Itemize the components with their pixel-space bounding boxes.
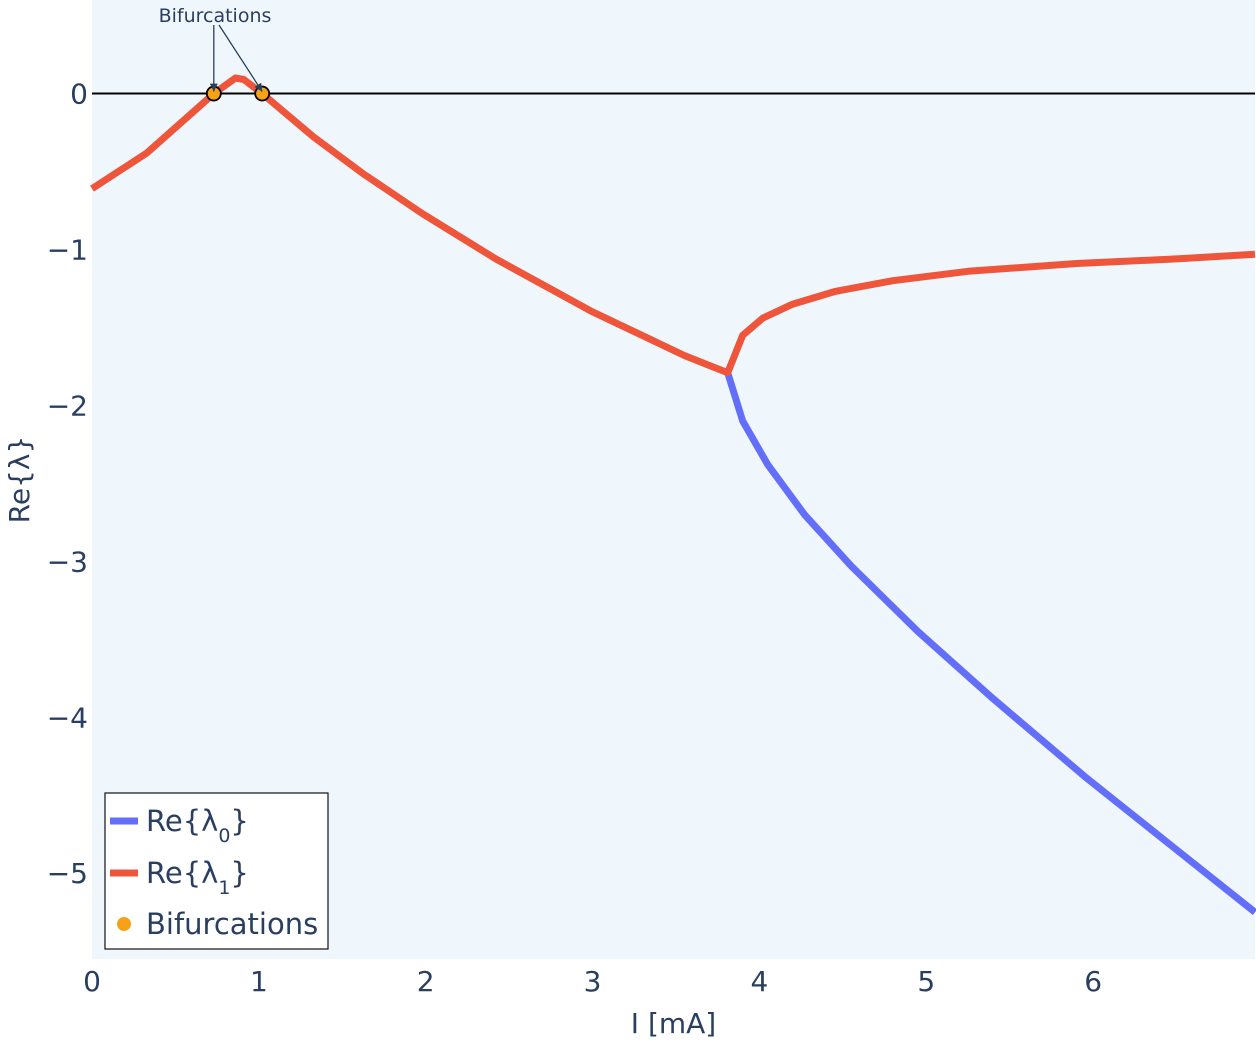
y-tick-label: 0 (70, 78, 88, 111)
series-line-re-lambda-0 (724, 371, 1256, 915)
legend-label-re-lambda-0: Re{λ0} (146, 804, 249, 847)
x-tick-label: 2 (417, 965, 435, 998)
bifurcation-marker-1 (254, 85, 271, 102)
x-tick-label: 3 (584, 965, 602, 998)
legend: Re{λ0} Re{λ1} Bifurcations (104, 792, 329, 950)
y-axis-title: Re{λ} (3, 436, 36, 524)
y-tick-label: −2 (47, 389, 88, 422)
x-tick-label: 4 (751, 965, 769, 998)
annotation-label: Bifurcations (159, 5, 272, 27)
annotation-arrowhead-1 (254, 82, 263, 92)
y-tick-label: −1 (47, 233, 88, 266)
legend-swatch-bifurcations (117, 917, 131, 931)
x-tick-label: 5 (917, 965, 935, 998)
y-tick-label: −4 (47, 701, 88, 734)
x-tick-label: 1 (250, 965, 268, 998)
annotation-arrow-1 (218, 24, 263, 92)
x-tick-label: 6 (1084, 965, 1102, 998)
annotation-arrowhead-0 (209, 83, 218, 92)
series-line-re-lambda-1 (90, 74, 1256, 377)
x-tick-label: 0 (83, 965, 101, 998)
x-axis-title: I [mA] (631, 1007, 716, 1040)
y-tick-label: −3 (47, 545, 88, 578)
legend-label-bifurcations: Bifurcations (146, 907, 318, 941)
y-tick-label: −5 (47, 857, 88, 890)
legend-box (104, 792, 329, 950)
legend-label-re-lambda-1: Re{λ1} (146, 856, 249, 899)
